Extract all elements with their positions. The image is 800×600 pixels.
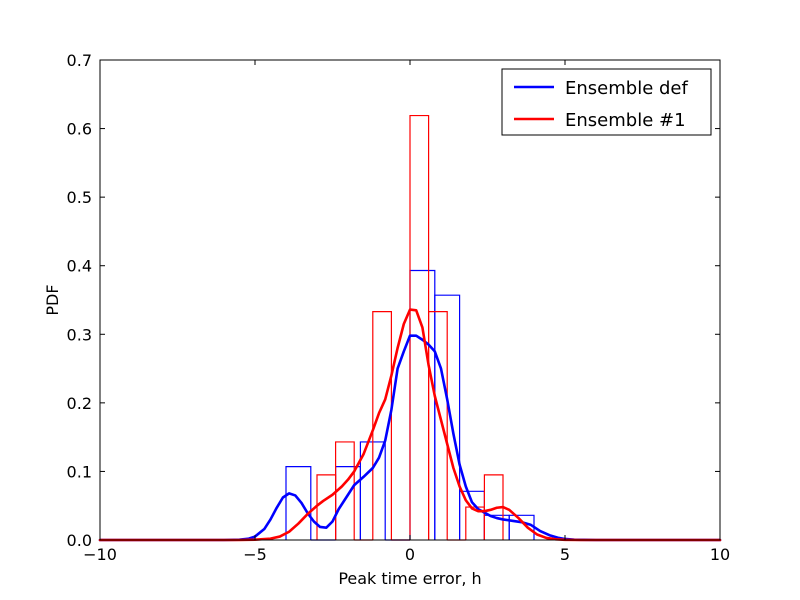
histogram-bar xyxy=(434,294,461,540)
y-tick-label: 0.7 xyxy=(67,51,92,70)
y-tick-label: 0.1 xyxy=(67,462,92,481)
legend: Ensemble def Ensemble #1 xyxy=(501,68,712,136)
x-tick-label: 0 xyxy=(405,545,415,564)
y-tick-label: 0.5 xyxy=(67,188,92,207)
kde-curves xyxy=(98,308,722,542)
legend-label-0: Ensemble def xyxy=(565,78,688,99)
legend-label-1: Ensemble #1 xyxy=(565,110,686,131)
x-axis-label: Peak time error, h xyxy=(338,569,481,588)
y-tick-label: 0.4 xyxy=(67,257,92,276)
y-tick-label: 0.3 xyxy=(67,325,92,344)
x-tick-label: 5 xyxy=(560,545,570,564)
y-axis-label: PDF xyxy=(43,284,62,315)
histogram-bar xyxy=(372,311,392,540)
x-tick-label: −10 xyxy=(83,545,117,564)
y-tick-label: 0.2 xyxy=(67,394,92,413)
histogram-bar xyxy=(428,311,448,540)
histogram-bar xyxy=(285,466,312,540)
axis-ticks: −10 −5 0 5 10 0.0 0.1 0.2 0.3 0.4 0.5 0.6 0.7 xyxy=(67,51,731,564)
legend-box xyxy=(501,68,712,136)
y-tick-label: 0.0 xyxy=(67,531,92,550)
x-tick-label: 10 xyxy=(710,545,730,564)
y-tick-label: 0.6 xyxy=(67,120,92,139)
x-tick-label: −5 xyxy=(243,545,267,564)
kde-line-1 xyxy=(98,308,722,542)
